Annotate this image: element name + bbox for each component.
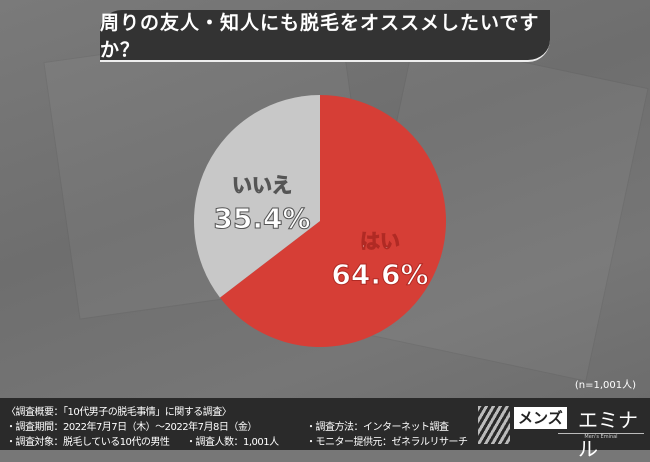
sample-size: (n=1,001人)	[574, 380, 636, 391]
logo-subtitle: Men's Eminal	[558, 433, 644, 440]
survey-count: ・調査人数：1,001人	[186, 437, 279, 448]
survey-target: ・調査対象：脱毛している10代の男性	[6, 437, 170, 448]
survey-provider: ・モニター提供元：ゼネラルリサーチ	[306, 437, 468, 448]
survey-period: ・調査期間：2022年7月7日（木）～2022年7月8日（金）	[6, 422, 257, 433]
footer: 〈調査概要：「10代男子の脱毛事情」に関する調査〉 ・調査期間：2022年7月7…	[0, 398, 650, 461]
logo-mark-icon	[478, 406, 510, 444]
brand-logo: メンズ エミナル Men's Eminal	[478, 404, 648, 461]
pie-slice-0	[219, 95, 446, 347]
data-label: 64.6%	[331, 258, 428, 291]
category-label: いいえ	[232, 173, 292, 197]
survey-overview: 〈調査概要：「10代男子の脱毛事情」に関する調査〉	[6, 407, 232, 418]
data-label: 35.4%	[213, 202, 310, 235]
chart-title: 周りの友人・知人にも脱毛をオススメしたいですか？	[100, 10, 550, 62]
pie-slice-1	[194, 95, 320, 298]
category-label: はい	[360, 229, 400, 253]
pie-chart: はい 64.6% いいえ 35.4%	[194, 95, 446, 347]
logo-box-text: メンズ	[514, 407, 567, 429]
survey-method: ・調査方法：インターネット調査	[306, 422, 449, 433]
